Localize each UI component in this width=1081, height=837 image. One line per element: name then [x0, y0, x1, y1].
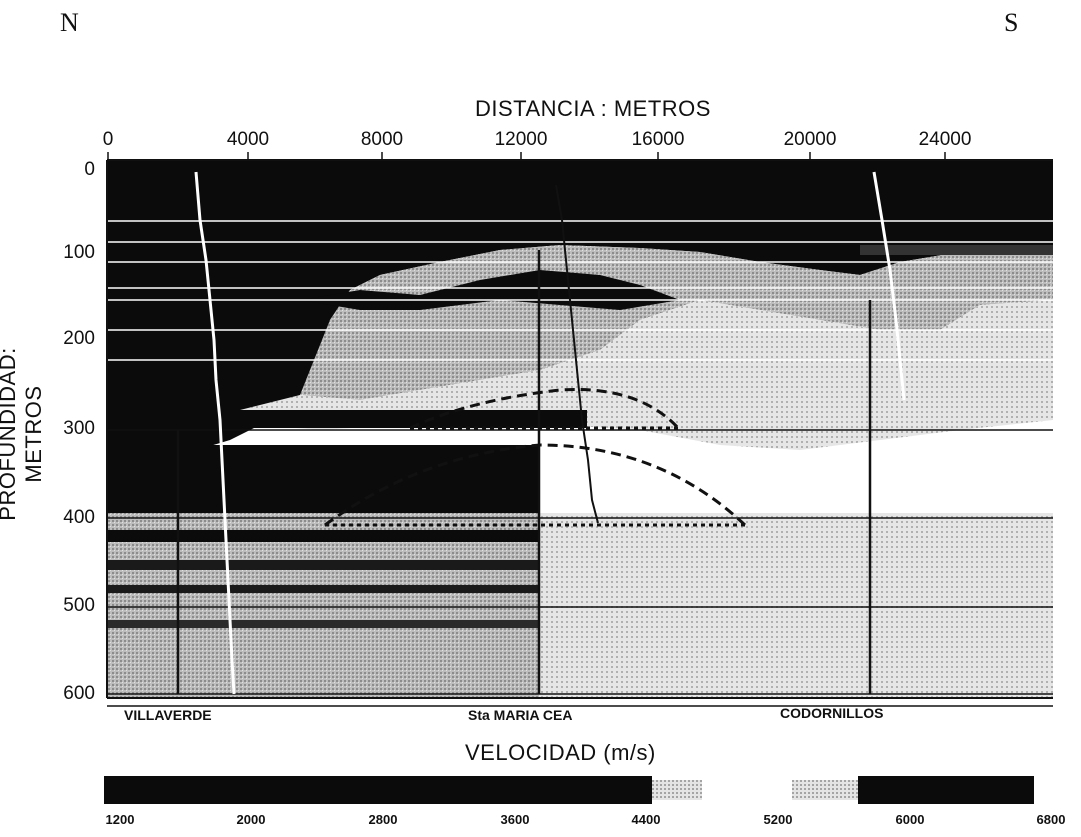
- colorbar-tick-label: 2000: [236, 812, 266, 827]
- well-label-codornillos: CODORNILLOS: [780, 705, 884, 721]
- x-ticks: [107, 152, 946, 160]
- colorbar-high-segment: [858, 776, 1034, 804]
- colorbar-title: VELOCIDAD (m/s): [465, 740, 656, 765]
- well-log-central: [555, 184, 599, 524]
- y-tick-label: 400: [63, 507, 95, 528]
- axis-frame: [106, 159, 1053, 699]
- x-tick-label: 12000: [494, 129, 548, 150]
- y-tick-label: 0: [84, 159, 95, 180]
- y-tick-label: 500: [63, 595, 95, 616]
- well-log-traces: [194, 171, 906, 695]
- horizon-dotted: [325, 426, 745, 527]
- grid-lines: [107, 220, 1053, 361]
- south-label: S: [1004, 8, 1019, 37]
- colorbar-tick-label: 1200: [105, 812, 135, 827]
- depth-lines: [107, 429, 1053, 695]
- colorbar-mid-segment: [792, 780, 858, 800]
- y-tick-label: 300: [63, 418, 95, 439]
- y-tick-label: 200: [63, 328, 95, 349]
- x-tick-label: 24000: [918, 129, 972, 150]
- well-label-sta-maria-cea: Sta MARIA CEA: [468, 707, 573, 723]
- well-lines: [176, 250, 872, 694]
- x-tick-label: 4000: [226, 129, 270, 150]
- colorbar-tick-label: 5200: [763, 812, 793, 827]
- x-axis-title: DISTANCIA : METROS: [475, 96, 711, 121]
- colorbar-mid-segment: [652, 780, 702, 800]
- well-label-villaverde: VILLAVERDE: [124, 707, 212, 723]
- x-tick-label: 20000: [783, 129, 837, 150]
- velocity-field: [107, 160, 1053, 698]
- y-tick-label: 100: [63, 242, 95, 263]
- x-tick-label: 16000: [631, 129, 685, 150]
- colorbar-low-segment: [104, 776, 652, 804]
- colorbar-tick-label: 6800: [1036, 812, 1066, 827]
- colorbar-tick-label: 6000: [895, 812, 925, 827]
- colorbar-tick-label: 2800: [368, 812, 398, 827]
- colorbar-tick-label: 3600: [500, 812, 530, 827]
- x-tick-label: 0: [102, 129, 114, 150]
- y-tick-label: 600: [63, 683, 95, 704]
- x-tick-label: 8000: [360, 129, 404, 150]
- north-label: N: [60, 8, 79, 37]
- colorbar-tick-label: 4400: [631, 812, 661, 827]
